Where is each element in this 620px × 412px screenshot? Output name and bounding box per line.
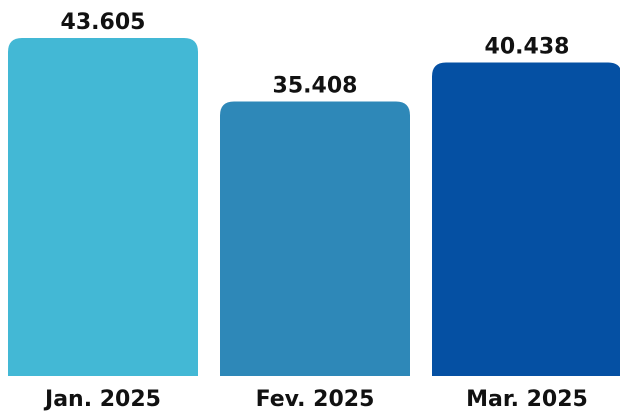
category-label-2: Fev. 2025 xyxy=(256,387,375,412)
category-label-1: Jan. 2025 xyxy=(43,387,161,412)
value-label-3: 40.438 xyxy=(485,35,570,60)
bar-1 xyxy=(8,38,198,376)
value-label-1: 43.605 xyxy=(61,10,146,35)
category-labels-layer: Jan. 2025 Fev. 2025 Mar. 2025 xyxy=(43,387,588,412)
bar-2 xyxy=(220,101,410,376)
value-label-2: 35.408 xyxy=(273,74,358,99)
category-label-3: Mar. 2025 xyxy=(466,387,588,412)
bar-3 xyxy=(432,62,620,376)
bars-layer xyxy=(8,38,620,376)
value-labels-layer: 43.605 35.408 40.438 xyxy=(61,10,570,99)
